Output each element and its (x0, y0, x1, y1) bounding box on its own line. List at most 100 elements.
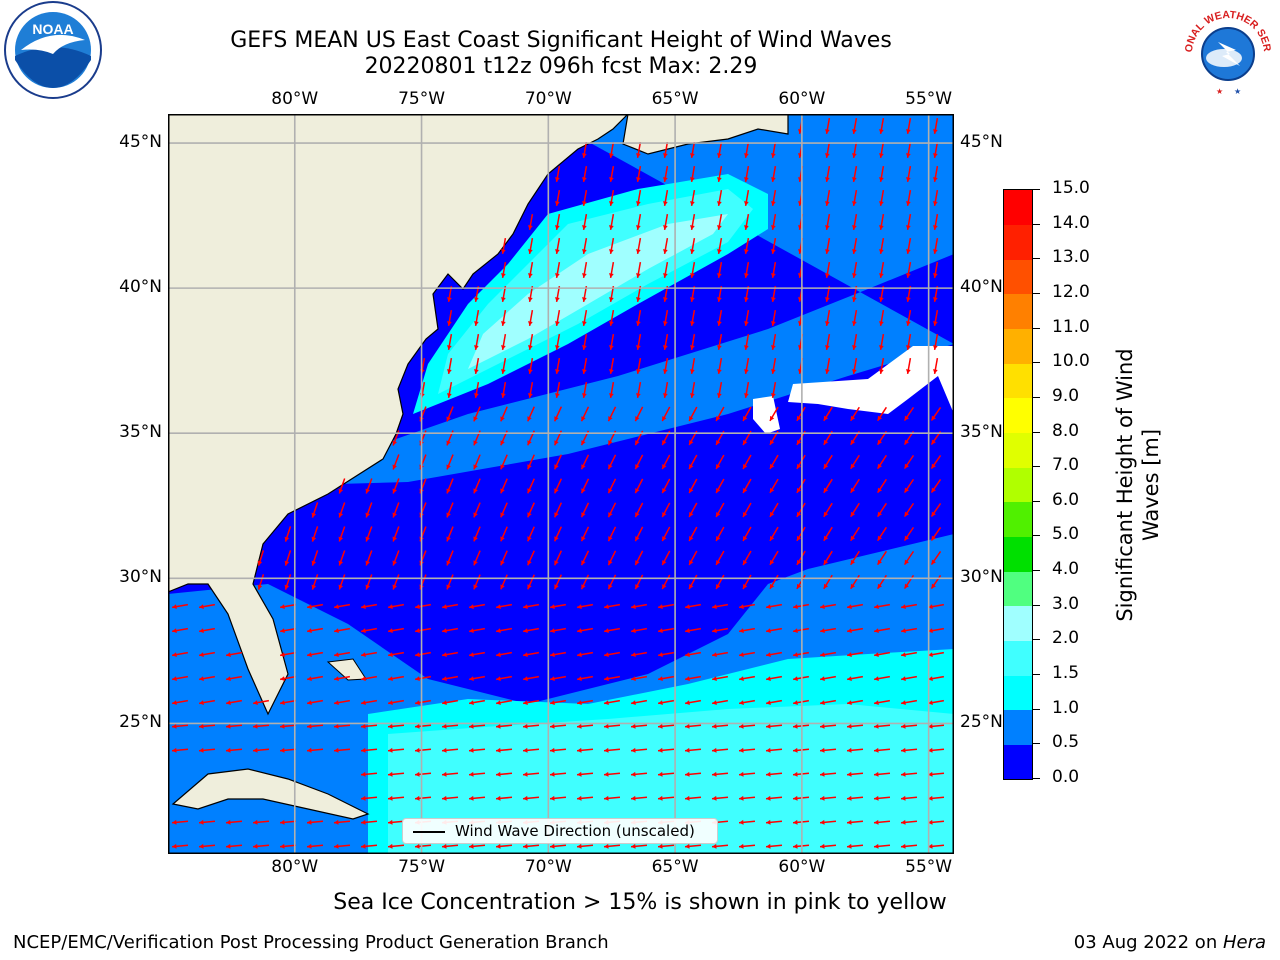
wave-arrow (387, 627, 405, 633)
wave-arrow (473, 454, 481, 470)
wave-arrow (684, 843, 702, 849)
wave-arrow (876, 406, 888, 422)
wave-arrow (690, 357, 696, 375)
wave-arrow (690, 261, 696, 279)
wave-arrow (933, 357, 939, 375)
lon-tick-bottom-4: 60°W (778, 857, 826, 877)
wave-arrow (360, 795, 378, 801)
wave-arrow (906, 333, 912, 351)
wave-arrow (634, 454, 644, 470)
wave-arrow (446, 406, 454, 422)
wave-arrow (474, 381, 480, 399)
colorbar-tickmark-17 (1033, 189, 1040, 190)
wave-arrow (555, 309, 561, 327)
wave-arrow (576, 795, 594, 801)
wave-arrow (792, 675, 810, 681)
wave-arrow (279, 843, 297, 849)
wave-arrow (630, 771, 648, 777)
wave-arrow (636, 309, 642, 327)
map-canvas (168, 114, 954, 854)
wave-arrow (846, 675, 864, 681)
wave-arrow (576, 675, 594, 681)
colorbar-tickmark-2 (1033, 708, 1040, 710)
wave-arrow (501, 381, 507, 399)
wave-arrow (576, 699, 594, 705)
map-frame (168, 114, 954, 854)
wave-arrow (906, 141, 912, 159)
wave-arrow (792, 843, 810, 849)
wave-arrow (900, 603, 918, 609)
wave-arrow (717, 237, 723, 255)
wave-arrow (900, 699, 918, 705)
wave-arrow (771, 381, 777, 399)
wave-arrow (198, 819, 216, 825)
colorbar-segment-16 (1004, 190, 1032, 226)
wave-arrow (306, 843, 324, 849)
wave-arrow (603, 771, 621, 777)
wave-arrow (609, 261, 615, 279)
wave-arrow (582, 261, 588, 279)
lon-tick-bottom-0: 80°W (271, 857, 319, 877)
arrow-legend: Wind Wave Direction (unscaled) (402, 818, 718, 844)
wave-arrow (873, 747, 891, 753)
colorbar-label-line2: Waves [m] (1139, 428, 1163, 542)
wave-arrow (742, 550, 752, 566)
wave-arrow (933, 189, 939, 207)
wave-arrow (850, 550, 860, 566)
wave-arrow (576, 627, 594, 633)
wave-arrow (636, 357, 642, 375)
wave-arrow (609, 309, 615, 327)
wave-arrow (879, 141, 885, 159)
wave-arrow (771, 237, 777, 255)
band-1.5-2.0-south (388, 704, 954, 854)
wave-arrow (744, 261, 750, 279)
wave-arrow (634, 478, 644, 494)
wave-arrow (850, 454, 860, 470)
wave-arrow (819, 795, 837, 801)
wave-arrow (819, 819, 837, 825)
wave-arrow (311, 502, 319, 518)
wave-arrow (580, 478, 590, 494)
wave-arrow (906, 357, 912, 375)
wave-arrow (927, 843, 945, 849)
wave-arrow (198, 699, 216, 705)
wave-arrow (441, 771, 459, 777)
wave-arrow (823, 526, 833, 542)
colorbar-tick-4: 2.0 (1052, 628, 1080, 649)
wave-arrow (447, 333, 453, 351)
wave-arrow (903, 550, 915, 566)
wave-arrow (609, 237, 615, 255)
wave-arrow (636, 333, 642, 351)
lat-tick-right-3: 30°N (960, 567, 1003, 588)
footer-date-text: 03 Aug 2022 on (1073, 932, 1223, 953)
wave-arrow (796, 406, 806, 422)
wave-arrow (495, 603, 513, 609)
wave-arrow (900, 819, 918, 825)
wave-arrow (387, 771, 405, 777)
wave-arrow (225, 651, 243, 657)
wave-arrow (796, 454, 806, 470)
wave-arrow (630, 843, 648, 849)
colorbar-segment-9 (1004, 432, 1032, 468)
lat-tick-left-2: 35°N (119, 422, 162, 443)
wave-arrow (225, 675, 243, 681)
wave-arrow (738, 627, 756, 633)
wave-arrow (607, 406, 617, 422)
wave-arrow (338, 478, 346, 494)
wave-arrow (933, 165, 939, 183)
colorbar-tickmark-16 (1033, 223, 1040, 225)
wave-arrow (927, 771, 945, 777)
wave-arrow (198, 627, 216, 633)
wave-arrow (634, 406, 644, 422)
wave-arrow (387, 747, 405, 753)
colorbar-tick-7: 5.0 (1052, 524, 1080, 545)
wave-arrow (906, 213, 912, 231)
wave-arrow (468, 699, 486, 705)
wave-arrow (333, 675, 351, 681)
colorbar-segment-0 (1004, 744, 1032, 780)
wave-arrow (873, 843, 891, 849)
wave-arrow (527, 550, 535, 566)
wave-arrow (549, 843, 567, 849)
wave-arrow (690, 381, 696, 399)
wave-arrow (549, 723, 567, 729)
